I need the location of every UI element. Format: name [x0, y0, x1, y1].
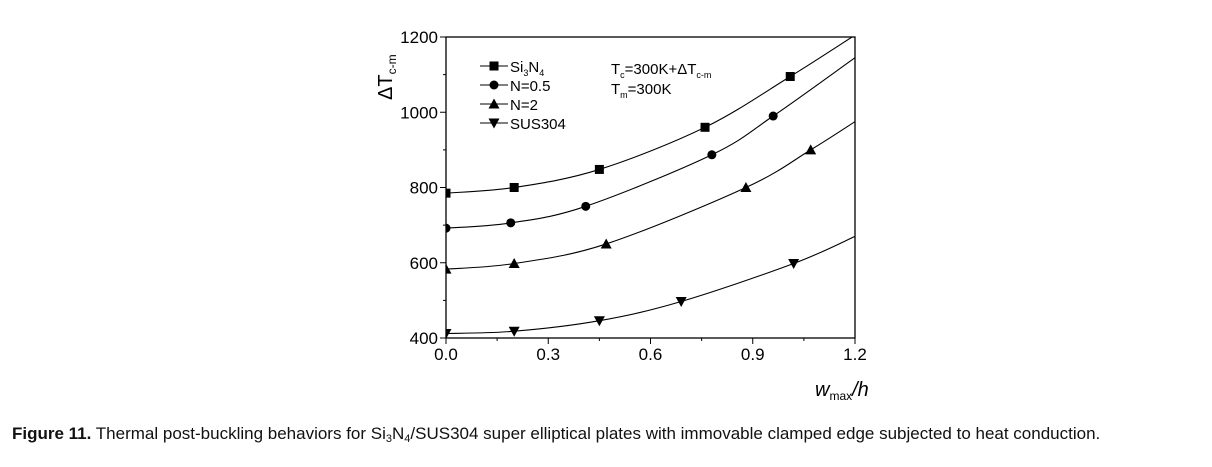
figure-caption: Figure 11. Thermal post-buckling behavio…	[12, 424, 1100, 445]
data-point-N=0.5	[581, 201, 591, 211]
y-tick-label: 600	[410, 254, 438, 273]
data-point-Si3N4	[785, 72, 795, 82]
data-point-N=2	[740, 182, 752, 192]
annotation-tm: Tm=300K	[611, 81, 671, 100]
y-tick-label: 800	[410, 179, 438, 198]
data-point-SUS304	[788, 259, 800, 270]
data-point-Si3N4	[509, 183, 519, 192]
caption-label: Figure 11.	[12, 424, 92, 443]
data-point-N=0.5	[446, 223, 451, 233]
y-tick-label: 400	[410, 329, 438, 348]
data-point-N=0.5	[506, 218, 516, 228]
legend-label: N=2	[510, 97, 538, 114]
legend-marker	[489, 61, 499, 71]
series-line-SUS304	[446, 235, 855, 335]
data-point-Si3N4	[594, 164, 604, 174]
data-point-N=0.5	[707, 150, 717, 160]
legend-label: Si3N4	[510, 59, 544, 78]
x-axis-label: wmax/h	[815, 379, 869, 403]
y-axis-label: ΔTc-m	[375, 54, 399, 100]
legend-marker	[489, 80, 499, 90]
data-point-SUS304	[593, 316, 605, 327]
annotation-tc: Tc=300K+ΔTc-m	[611, 61, 711, 80]
data-point-N=2	[446, 263, 452, 274]
data-point-SUS304	[508, 326, 520, 337]
legend-marker	[488, 98, 500, 109]
series-line-N=2	[446, 121, 855, 270]
x-tick-label: 0.0	[434, 345, 458, 364]
y-tick-label: 1200	[400, 28, 438, 47]
x-tick-label: 1.2	[843, 345, 867, 364]
legend-label: N=0.5	[510, 78, 550, 95]
data-point-N=0.5	[768, 111, 778, 121]
data-point-N=2	[508, 258, 520, 269]
y-tick-label: 1000	[400, 103, 438, 122]
data-point-Si3N4	[700, 122, 710, 132]
chart: 0.0 0.3 0.6 0.9 1.2 400 600 800 1000 1200 wmax/h ΔT…	[375, 28, 869, 403]
legend-marker	[488, 118, 500, 129]
x-tick-label: 0.9	[741, 345, 765, 364]
data-point-SUS304	[446, 328, 452, 338]
series-group	[446, 37, 855, 338]
data-point-N=2	[805, 144, 817, 155]
data-point-SUS304	[675, 297, 687, 308]
legend-label: SUS304	[510, 116, 566, 133]
caption-text: Thermal post-buckling behaviors for Si3N…	[95, 424, 1101, 445]
x-tick-label: 0.6	[639, 345, 663, 364]
x-tick-label: 0.3	[536, 345, 560, 364]
data-point-Si3N4	[446, 188, 451, 198]
data-point-N=2	[600, 238, 612, 249]
series-line-Si3N4	[446, 37, 854, 194]
